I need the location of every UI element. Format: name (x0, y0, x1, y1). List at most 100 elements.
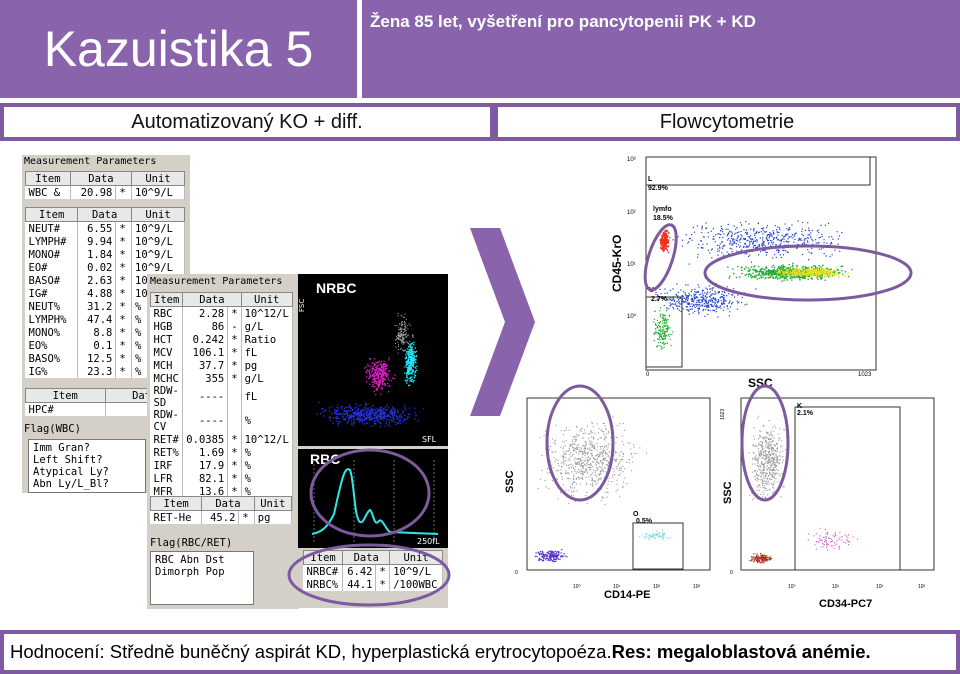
cd34-ytick: 0 (730, 570, 733, 576)
table-cell: 10^9/L (131, 185, 185, 199)
cd34-xtick: 10⁰ (788, 584, 796, 590)
table-cell: IG% (25, 365, 79, 378)
table-cell: * (115, 339, 133, 352)
lymfo-highlight-ellipse (643, 223, 678, 292)
table-cell: 0.0385 (182, 433, 229, 446)
table-cell (227, 385, 242, 409)
table-row: LFR 82.1 *% (150, 472, 293, 485)
table-cell: 82.1 (182, 472, 229, 485)
header-bar: Kazuistika 5 Žena 85 let, vyšetření pro … (0, 0, 960, 98)
table-cell: EO# (25, 261, 79, 274)
flag-item: Abn Ly/L_Bl? (33, 478, 109, 490)
gate-k-pct: 2.1% (797, 410, 814, 417)
table-cell: LYMPH# (25, 235, 79, 248)
table-cell: 6.55 (77, 221, 117, 235)
table-cell: % (241, 459, 293, 472)
table-cell: 31.2 (77, 300, 117, 313)
table-cell: * (227, 306, 242, 320)
table-cell: 0.242 (182, 333, 229, 346)
table-cell: 20.98 (70, 185, 117, 199)
table-row: BASO#2.63*10^9/L (25, 274, 185, 287)
table-row: RDW-SD ---- fL (150, 385, 293, 409)
gate-l-label: L (648, 176, 653, 183)
fsc-axis-label: FSC (298, 299, 306, 312)
table-cell: HGB (150, 320, 184, 333)
rbc-flag-list[interactable]: RBC Abn Dst Dimorph Pop (150, 551, 254, 605)
table-cell: 355 (182, 372, 229, 385)
table-cell: - (227, 320, 242, 333)
table-row: IRF 17.9 *% (150, 459, 293, 472)
table-row: HCT 0.242 * Ratio (150, 333, 293, 346)
wbc-flag-label: Flag(WBC) (24, 423, 81, 435)
table-cell: MONO% (25, 326, 79, 339)
table-cell: RBC (150, 306, 184, 320)
table-cell: * (227, 446, 242, 459)
table-header: Unit (131, 207, 185, 222)
table-cell: fL (241, 346, 293, 359)
table-cell: 10^9/L (131, 235, 185, 248)
table-cell: * (238, 510, 255, 524)
table-row: WBC & 20.98 * 10^9/L (25, 185, 185, 199)
gate-o (632, 522, 684, 570)
granulocyte-highlight-ellipse (703, 244, 913, 302)
gate-l-pct: 92.9% (648, 185, 669, 192)
table-cell: pg (254, 510, 293, 524)
cd14-xtick: 10⁰ (573, 584, 581, 590)
table-cell: % (241, 485, 293, 498)
table-cell: 106.1 (182, 346, 229, 359)
top-ytick: 10⁰ (627, 313, 637, 320)
table-cell: 86 (182, 320, 229, 333)
table-cell: 0.1 (77, 339, 117, 352)
table-cell: * (115, 326, 133, 339)
table-header: Item (24, 207, 79, 222)
cd34-ssc-axis-label: SSC (722, 481, 734, 504)
cd14-xtick: 10¹ (613, 584, 621, 590)
gate-lymfo-pct: 18.5% (653, 215, 674, 222)
table-cell: * (115, 235, 133, 248)
footer-result: Res: megaloblastová anémie. (611, 641, 871, 662)
table-cell: % (241, 446, 293, 459)
table-cell: IG# (25, 287, 79, 300)
table-cell: LFR (150, 472, 184, 485)
table-cell: pg (241, 359, 293, 372)
table-cell: 47.4 (77, 313, 117, 326)
cd34-xtick: 10¹ (832, 584, 840, 590)
footer-box: Hodnocení: Středně buněčný aspirát KD, h… (4, 634, 956, 670)
slide-title: Kazuistika 5 (43, 21, 314, 77)
gate-k (794, 406, 901, 571)
footer-text: Hodnocení: Středně buněčný aspirát KD, h… (10, 641, 612, 662)
gate-o-label: O (633, 511, 639, 518)
table-cell: % (241, 472, 293, 485)
table-row: NEUT# 6.55 * 10^9/L (25, 221, 185, 235)
table-row: MONO# 1.84 * 10^9/L (25, 248, 185, 261)
table-row: RBC 2.28 * 10^12/L (150, 306, 293, 320)
table-header: Data (77, 207, 133, 222)
ret-he-table: Item Data Unit RET-He 45.2 * pg (149, 496, 293, 524)
wbc-flag-list[interactable]: Imm Gran? Left Shift? Atypical Ly? Abn Ly/L… (28, 439, 146, 493)
section-label-left: Automatizovaný KO + diff. (4, 107, 490, 137)
gate-o-pct: 0.5% (636, 518, 653, 525)
gate-lymfo-label: lymfo (653, 206, 672, 213)
table-cell: LYMPH% (25, 313, 79, 326)
header-divider (357, 0, 362, 98)
flag-item: RBC Abn Dst (155, 554, 225, 566)
table-cell: * (227, 333, 242, 346)
rbc-flag-label: Flag(RBC/RET) (150, 537, 233, 549)
table-cell: 0.02 (77, 261, 117, 274)
table-header: Unit (253, 496, 293, 511)
table-cell: * (227, 485, 242, 498)
cd34-xtick: 10² (876, 584, 884, 590)
cd45-axis-label: CD45-KrO (610, 235, 624, 292)
table-cell: fL (241, 385, 293, 409)
flag-item: Atypical Ly? (33, 466, 109, 478)
table-cell: * (115, 261, 133, 274)
table-cell: 2.63 (77, 274, 117, 287)
table-header: Unit (131, 171, 185, 186)
sfl-axis-label: SFL (422, 435, 437, 444)
table-cell: 10^9/L (131, 221, 185, 235)
table-cell: HCT (150, 333, 184, 346)
cd34-ytick: 1023 (720, 409, 726, 420)
flag-item: Dimorph Pop (155, 566, 225, 578)
table-cell: 4.88 (77, 287, 117, 300)
